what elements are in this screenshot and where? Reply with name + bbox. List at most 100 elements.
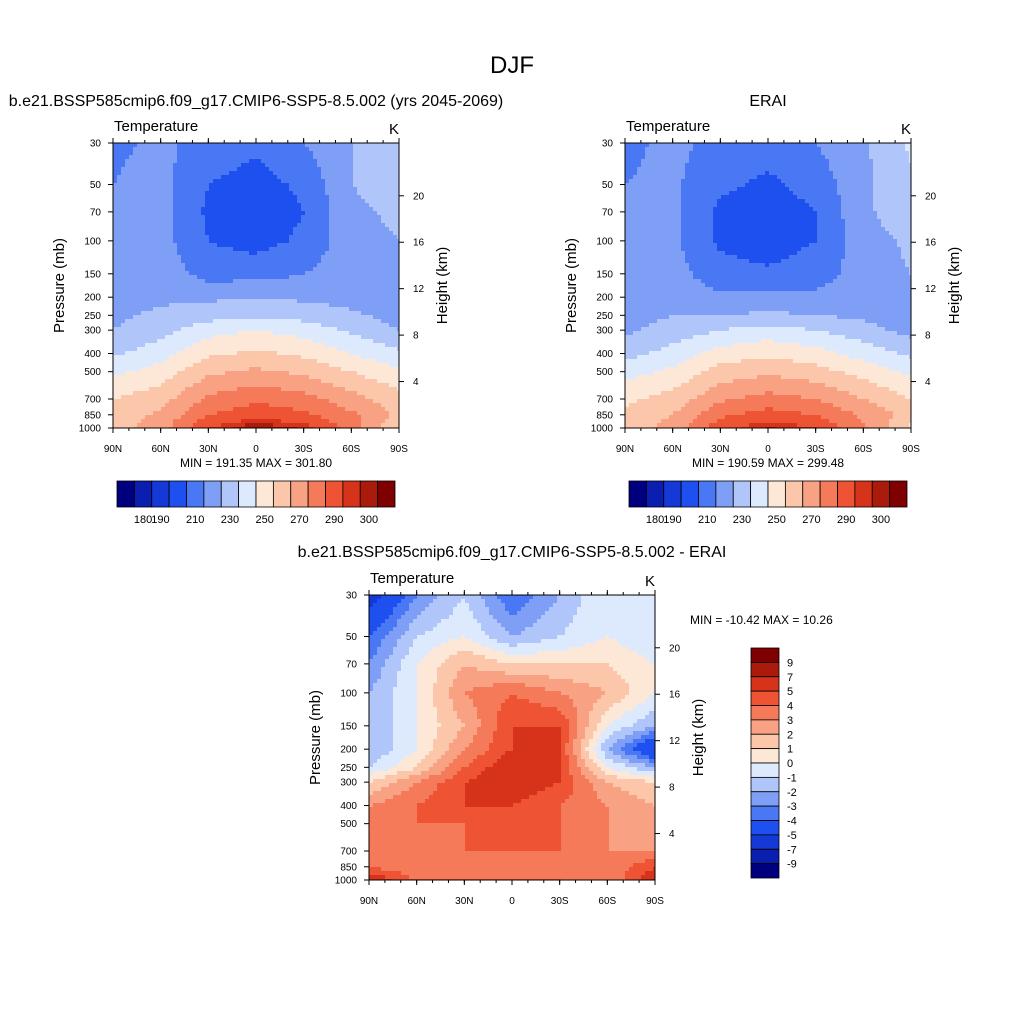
contour-cell [329, 207, 374, 212]
contour-cell [593, 783, 614, 788]
contour-cell [273, 423, 310, 428]
contour-cell [813, 207, 842, 212]
contour-cell [325, 179, 354, 184]
contour-cell [361, 423, 382, 428]
contour-cell [873, 203, 911, 208]
contour-cell [685, 175, 758, 180]
contour-cell [625, 243, 682, 248]
contour-cell [113, 367, 142, 372]
contour-cell [113, 311, 142, 316]
contour-cell [625, 191, 682, 196]
contour-cell [465, 847, 562, 852]
contour-cell [329, 303, 399, 308]
contour-cell [681, 247, 718, 252]
contour-cell [417, 707, 438, 712]
contour-cell [369, 667, 382, 672]
contour-cell [625, 343, 670, 348]
contour-cell [385, 223, 399, 228]
contour-cell [373, 803, 418, 808]
colorbar-box [871, 480, 891, 508]
contour-cell [361, 415, 390, 420]
contour-cell [497, 711, 562, 716]
contour-cell [605, 779, 646, 784]
contour-cell [425, 607, 454, 612]
colorbar-box [220, 480, 240, 508]
contour-cell [173, 179, 214, 184]
contour-cell [433, 647, 494, 652]
contour-cell [625, 291, 911, 296]
contour-cell [369, 675, 382, 680]
contour-cell [677, 363, 718, 368]
contour-cell [597, 699, 622, 704]
y2-axis-label: Height (km) [690, 699, 707, 777]
contour-cell [309, 411, 358, 416]
contour-cell [841, 199, 874, 204]
contour-cell [121, 171, 174, 176]
panel-title: b.e21.BSSP585cmip6.f09_g17.CMIP6-SSP5-8.… [298, 544, 727, 561]
y2-tick-label: 16 [413, 238, 425, 249]
contour-cell [625, 219, 682, 224]
contour-field [369, 595, 655, 880]
contour-cell [389, 415, 399, 420]
contour-cell [633, 747, 655, 752]
contour-cell [845, 255, 902, 260]
contour-cell [289, 183, 326, 188]
colorbar-label: 2 [787, 729, 793, 741]
contour-cell [837, 423, 866, 428]
contour-cell [321, 379, 378, 384]
contour-cell [381, 219, 399, 224]
colorbar-label: -3 [787, 801, 797, 813]
contour-cell [561, 831, 610, 836]
contour-cell [641, 163, 686, 168]
contour-cell [373, 603, 398, 608]
contour-cell [113, 279, 206, 284]
contour-cell [869, 147, 906, 152]
contour-cell [909, 267, 911, 272]
contour-cell [829, 167, 874, 172]
contour-cell [593, 707, 610, 712]
contour-cell [509, 611, 518, 616]
panel-title: ERAI [749, 93, 786, 110]
contour-cell [173, 203, 206, 208]
contour-cell [457, 731, 478, 736]
colorbar-label: 210 [186, 514, 204, 526]
colorbar-box [750, 690, 780, 706]
contour-cell [409, 875, 626, 880]
contour-cell [625, 695, 650, 700]
contour-cell [465, 747, 490, 752]
contour-cell [613, 751, 626, 756]
contour-cell [417, 719, 438, 724]
contour-cell [173, 175, 222, 180]
contour-cell [289, 235, 330, 240]
contour-cell [561, 823, 610, 828]
contour-cell [181, 327, 338, 332]
contour-cell [781, 259, 842, 264]
contour-cell [113, 411, 154, 416]
contour-cell [745, 395, 802, 400]
contour-cell [145, 343, 194, 348]
contour-cell [277, 351, 350, 356]
contour-cell [113, 211, 174, 216]
contour-cell [597, 795, 638, 800]
contour-cell [329, 243, 399, 248]
contour-cell [373, 763, 398, 768]
y-tick-label: 300 [596, 326, 613, 337]
contour-cell [173, 423, 194, 428]
contour-cell [453, 775, 478, 780]
contour-cell [569, 727, 578, 732]
contour-cell [421, 771, 442, 776]
contour-cell [429, 795, 466, 800]
contour-cell [573, 679, 626, 684]
contour-cell [885, 407, 911, 412]
contour-cell [165, 403, 194, 408]
contour-cell [137, 423, 174, 428]
contour-cell [621, 715, 646, 720]
contour-cell [385, 875, 410, 880]
contour-cell [369, 595, 382, 600]
contour-cell [597, 739, 606, 744]
contour-cell [113, 303, 170, 308]
contour-cell [597, 639, 618, 644]
contour-cell [445, 767, 462, 772]
contour-cell [713, 235, 818, 240]
contour-cell [189, 407, 234, 412]
